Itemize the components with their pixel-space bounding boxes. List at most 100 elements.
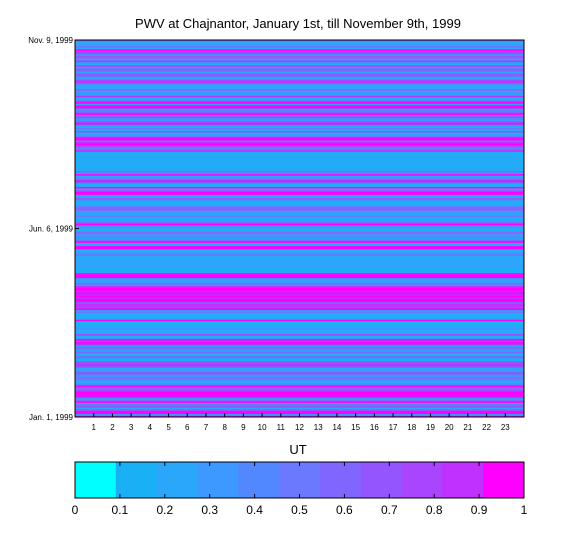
heatmap-row bbox=[75, 266, 524, 269]
heatmap-row bbox=[75, 346, 524, 349]
heatmap-row bbox=[75, 213, 524, 216]
heatmap-row bbox=[75, 370, 524, 373]
heatmap-row bbox=[75, 241, 524, 243]
heatmap-row bbox=[75, 389, 524, 392]
x-tick-label: 15 bbox=[351, 423, 360, 432]
heatmap-row bbox=[75, 377, 524, 379]
heatmap-row bbox=[75, 303, 524, 306]
heatmap-row bbox=[75, 385, 524, 387]
heatmap-row bbox=[75, 40, 524, 42]
heatmap-row bbox=[75, 327, 524, 330]
colorbar-segment bbox=[279, 462, 321, 498]
colorbar-tick-label: 0.1 bbox=[112, 503, 129, 517]
heatmap-row bbox=[75, 313, 524, 315]
heatmap-row bbox=[75, 215, 524, 218]
heatmap-row bbox=[75, 205, 524, 208]
heatmap-row bbox=[75, 386, 524, 389]
heatmap-row bbox=[75, 119, 524, 122]
x-tick-label: 13 bbox=[314, 423, 323, 432]
heatmap-row bbox=[75, 338, 524, 341]
heatmap-row bbox=[75, 314, 524, 317]
heatmap-row bbox=[75, 55, 524, 58]
heatmap-row bbox=[75, 225, 524, 227]
heatmap-row bbox=[75, 63, 524, 66]
heatmap-row bbox=[75, 354, 524, 357]
colorbar-tick-label: 0.7 bbox=[381, 503, 398, 517]
heatmap-row bbox=[75, 380, 524, 383]
heatmap-row bbox=[75, 135, 524, 138]
heatmap-row bbox=[75, 281, 524, 283]
heatmap-row bbox=[75, 324, 524, 327]
x-tick-label: 2 bbox=[110, 423, 115, 432]
heatmap-row bbox=[75, 287, 524, 290]
heatmap-row bbox=[75, 330, 524, 333]
heatmap-row bbox=[75, 260, 524, 263]
heatmap-row bbox=[75, 293, 524, 296]
colorbar-segment bbox=[115, 462, 158, 498]
heatmap-row bbox=[75, 391, 524, 394]
heatmap-row bbox=[75, 383, 524, 386]
heatmap-row bbox=[75, 276, 524, 279]
colorbar-segment bbox=[319, 462, 362, 498]
heatmap-row bbox=[75, 60, 524, 63]
heatmap-row bbox=[75, 121, 524, 123]
heatmap-row bbox=[75, 244, 524, 247]
x-tick-label: 11 bbox=[277, 423, 286, 432]
heatmap-row bbox=[75, 249, 524, 251]
heatmap-row bbox=[75, 145, 524, 147]
heatmap-row bbox=[75, 349, 524, 352]
y-tick-label: Nov. 9, 1999 bbox=[28, 36, 73, 45]
heatmap-row bbox=[75, 57, 524, 59]
heatmap-row bbox=[75, 356, 524, 359]
heatmap-row bbox=[75, 234, 524, 237]
heatmap-row bbox=[75, 209, 524, 211]
heatmap-row bbox=[75, 233, 524, 235]
heatmap-row bbox=[75, 250, 524, 253]
heatmap-row bbox=[75, 365, 524, 368]
heatmap-row bbox=[75, 161, 524, 163]
heatmap-row bbox=[75, 212, 524, 215]
colorbar-segment bbox=[156, 462, 198, 498]
heatmap-row bbox=[75, 149, 524, 152]
heatmap-row bbox=[75, 257, 524, 259]
heatmap-row bbox=[75, 138, 524, 141]
colorbar-tick-label: 0 bbox=[72, 503, 79, 517]
heatmap-row bbox=[75, 319, 524, 322]
heatmap-row bbox=[75, 113, 524, 115]
x-tick-label: 3 bbox=[129, 423, 134, 432]
heatmap-row bbox=[75, 85, 524, 88]
x-tick-label: 6 bbox=[185, 423, 190, 432]
heatmap-row bbox=[75, 402, 524, 405]
heatmap-row bbox=[75, 375, 524, 378]
heatmap-row bbox=[75, 93, 524, 96]
heatmap-row bbox=[75, 87, 524, 90]
x-tick-label: 10 bbox=[258, 423, 267, 432]
heatmap-row bbox=[75, 401, 524, 403]
colorbar-segment bbox=[197, 462, 239, 498]
x-tick-label: 20 bbox=[445, 423, 454, 432]
colorbar-segment bbox=[401, 462, 443, 498]
heatmap-row bbox=[75, 169, 524, 171]
heatmap-row bbox=[75, 329, 524, 331]
heatmap-row bbox=[75, 162, 524, 165]
heatmap-row bbox=[75, 181, 524, 184]
heatmap-row bbox=[75, 189, 524, 192]
heatmap-row bbox=[75, 127, 524, 130]
heatmap-row bbox=[75, 199, 524, 202]
x-tick-label: 17 bbox=[389, 423, 398, 432]
x-tick-label: 12 bbox=[295, 423, 304, 432]
x-tick-label: 19 bbox=[426, 423, 435, 432]
heatmap-row bbox=[75, 103, 524, 106]
heatmap-row bbox=[75, 122, 524, 125]
heatmap-row bbox=[75, 298, 524, 301]
heatmap-row bbox=[75, 100, 524, 103]
heatmap-row bbox=[75, 124, 524, 127]
x-tick-label: 1 bbox=[91, 423, 96, 432]
heatmap-row bbox=[75, 362, 524, 365]
heatmap-row bbox=[75, 223, 524, 226]
heatmap-row bbox=[75, 271, 524, 274]
colorbar-segment bbox=[483, 462, 525, 498]
heatmap-row bbox=[75, 274, 524, 277]
heatmap-row bbox=[75, 116, 524, 119]
heatmap-row bbox=[75, 167, 524, 170]
